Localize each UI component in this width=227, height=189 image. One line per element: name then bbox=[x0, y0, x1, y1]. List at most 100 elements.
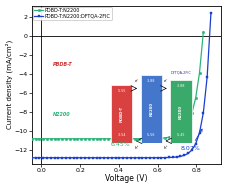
PDBD-T:N2200 bbox=[53, 138, 56, 140]
PDBD-T:N2200:DFTQA-2FIC bbox=[206, 76, 209, 78]
PDBD-T:N2200 bbox=[99, 138, 102, 140]
PDBD-T:N2200:DFTQA-2FIC bbox=[122, 157, 125, 159]
PDBD-T:N2200 bbox=[91, 138, 94, 140]
PDBD-T:N2200:DFTQA-2FIC bbox=[69, 157, 71, 159]
PDBD-T:N2200 bbox=[57, 138, 60, 140]
PDBD-T:N2200:DFTQA-2FIC bbox=[160, 156, 163, 159]
PDBD-T:N2200 bbox=[171, 135, 174, 138]
PDBD-T:N2200:DFTQA-2FIC bbox=[156, 156, 159, 159]
PDBD-T:N2200 bbox=[190, 112, 193, 114]
PDBD-T:N2200 bbox=[133, 138, 136, 140]
PDBD-T:N2200 bbox=[61, 138, 64, 140]
PDBD-T:N2200 bbox=[145, 138, 148, 140]
PDBD-T:N2200:DFTQA-2FIC bbox=[171, 156, 174, 158]
PDBD-T:N2200:DFTQA-2FIC bbox=[114, 157, 117, 159]
PDBD-T:N2200:DFTQA-2FIC bbox=[126, 157, 128, 159]
PDBD-T:N2200 bbox=[149, 137, 151, 140]
X-axis label: Voltage (V): Voltage (V) bbox=[105, 174, 148, 184]
PDBD-T:N2200 bbox=[118, 138, 121, 140]
PDBD-T:N2200 bbox=[137, 138, 140, 140]
PDBD-T:N2200:DFTQA-2FIC bbox=[149, 156, 151, 159]
PDBD-T:N2200:DFTQA-2FIC bbox=[65, 157, 67, 159]
PDBD-T:N2200 bbox=[187, 122, 190, 124]
PDBD-T:N2200:DFTQA-2FIC bbox=[179, 155, 182, 157]
PDBD-T:N2200:DFTQA-2FIC bbox=[187, 152, 190, 155]
PDBD-T:N2200:DFTQA-2FIC bbox=[80, 157, 83, 159]
PDBD-T:N2200:DFTQA-2FIC bbox=[168, 156, 170, 159]
PDBD-T:N2200:DFTQA-2FIC bbox=[164, 156, 167, 159]
PDBD-T:N2200:DFTQA-2FIC bbox=[95, 157, 98, 159]
PDBD-T:N2200 bbox=[34, 138, 37, 140]
PDBD-T:N2200:DFTQA-2FIC bbox=[49, 157, 52, 159]
PDBD-T:N2200:DFTQA-2FIC bbox=[42, 157, 44, 159]
PDBD-T:N2200:DFTQA-2FIC bbox=[133, 157, 136, 159]
PDBD-T:N2200 bbox=[84, 138, 86, 140]
PDBD-T:N2200:DFTQA-2FIC bbox=[38, 157, 41, 159]
PDBD-T:N2200:DFTQA-2FIC bbox=[183, 154, 186, 156]
PDBD-T:N2200:DFTQA-2FIC bbox=[198, 132, 201, 134]
PDBD-T:N2200 bbox=[122, 138, 125, 140]
PDBD-T:N2200 bbox=[38, 138, 41, 140]
PDBD-T:N2200:DFTQA-2FIC bbox=[190, 149, 193, 151]
PDBD-T:N2200 bbox=[88, 138, 90, 140]
PDBD-T:N2200:DFTQA-2FIC bbox=[57, 157, 60, 159]
PDBD-T:N2200:DFTQA-2FIC bbox=[34, 157, 37, 159]
PDBD-T:N2200 bbox=[111, 138, 113, 140]
Text: N2200: N2200 bbox=[53, 112, 71, 118]
PDBD-T:N2200 bbox=[65, 138, 67, 140]
PDBD-T:N2200 bbox=[114, 138, 117, 140]
PDBD-T:N2200 bbox=[164, 137, 167, 139]
PDBD-T:N2200 bbox=[80, 138, 83, 140]
PDBD-T:N2200:DFTQA-2FIC bbox=[137, 157, 140, 159]
PDBD-T:N2200 bbox=[179, 132, 182, 134]
Line: PDBD-T:N2200: PDBD-T:N2200 bbox=[30, 31, 205, 140]
PDBD-T:N2200:DFTQA-2FIC bbox=[152, 156, 155, 159]
PDBD-T:N2200 bbox=[152, 137, 155, 140]
PDBD-T:N2200 bbox=[126, 138, 128, 140]
PDBD-T:N2200:DFTQA-2FIC bbox=[103, 157, 106, 159]
PDBD-T:N2200:DFTQA-2FIC bbox=[141, 157, 144, 159]
PDBD-T:N2200 bbox=[141, 138, 144, 140]
PDBD-T:N2200:DFTQA-2FIC bbox=[84, 157, 86, 159]
PDBD-T:N2200 bbox=[95, 138, 98, 140]
PDBD-T:N2200 bbox=[160, 137, 163, 139]
PDBD-T:N2200 bbox=[168, 136, 170, 138]
Text: 8.07%: 8.07% bbox=[181, 129, 202, 151]
PDBD-T:N2200 bbox=[175, 134, 178, 136]
PDBD-T:N2200 bbox=[103, 138, 106, 140]
Legend: PDBD-T:N2200, PDBD-T:N2200:DFTQA-2FIC: PDBD-T:N2200, PDBD-T:N2200:DFTQA-2FIC bbox=[33, 7, 112, 20]
PDBD-T:N2200 bbox=[76, 138, 79, 140]
PDBD-T:N2200:DFTQA-2FIC bbox=[30, 157, 33, 159]
Line: PDBD-T:N2200:DFTQA-2FIC: PDBD-T:N2200:DFTQA-2FIC bbox=[30, 12, 212, 159]
PDBD-T:N2200:DFTQA-2FIC bbox=[130, 157, 132, 159]
PDBD-T:N2200:DFTQA-2FIC bbox=[72, 157, 75, 159]
PDBD-T:N2200:DFTQA-2FIC bbox=[99, 157, 102, 159]
Y-axis label: Current density (mA/cm²): Current density (mA/cm²) bbox=[5, 40, 13, 129]
PDBD-T:N2200:DFTQA-2FIC bbox=[210, 12, 212, 14]
PDBD-T:N2200 bbox=[30, 138, 33, 140]
PDBD-T:N2200 bbox=[202, 31, 205, 33]
PDBD-T:N2200:DFTQA-2FIC bbox=[111, 157, 113, 159]
PDBD-T:N2200 bbox=[42, 138, 44, 140]
PDBD-T:N2200 bbox=[107, 138, 109, 140]
PDBD-T:N2200 bbox=[46, 138, 48, 140]
PDBD-T:N2200:DFTQA-2FIC bbox=[88, 157, 90, 159]
PDBD-T:N2200:DFTQA-2FIC bbox=[107, 157, 109, 159]
PDBD-T:N2200 bbox=[198, 71, 201, 74]
PDBD-T:N2200:DFTQA-2FIC bbox=[53, 157, 56, 159]
PDBD-T:N2200:DFTQA-2FIC bbox=[61, 157, 64, 159]
PDBD-T:N2200 bbox=[194, 97, 197, 99]
PDBD-T:N2200:DFTQA-2FIC bbox=[91, 157, 94, 159]
PDBD-T:N2200:DFTQA-2FIC bbox=[175, 156, 178, 158]
Text: PBDB-T: PBDB-T bbox=[53, 62, 73, 67]
PDBD-T:N2200:DFTQA-2FIC bbox=[118, 157, 121, 159]
PDBD-T:N2200 bbox=[183, 128, 186, 130]
PDBD-T:N2200:DFTQA-2FIC bbox=[46, 157, 48, 159]
PDBD-T:N2200:DFTQA-2FIC bbox=[194, 143, 197, 145]
PDBD-T:N2200 bbox=[49, 138, 52, 140]
PDBD-T:N2200 bbox=[156, 137, 159, 139]
PDBD-T:N2200:DFTQA-2FIC bbox=[145, 156, 148, 159]
Text: 6.45%: 6.45% bbox=[111, 139, 138, 147]
PDBD-T:N2200:DFTQA-2FIC bbox=[202, 112, 205, 114]
PDBD-T:N2200 bbox=[130, 138, 132, 140]
